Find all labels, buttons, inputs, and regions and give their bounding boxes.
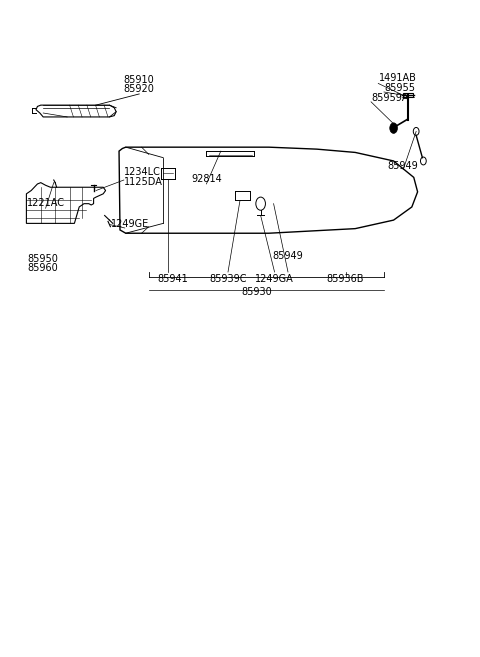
- Text: 1249GA: 1249GA: [255, 274, 294, 284]
- Text: 85930: 85930: [241, 287, 272, 297]
- Bar: [403, 93, 413, 97]
- Text: 85941: 85941: [157, 274, 188, 284]
- Text: 85959A: 85959A: [371, 93, 408, 103]
- Text: 85910: 85910: [124, 76, 155, 85]
- Text: 1221AC: 1221AC: [26, 198, 65, 208]
- Text: 1234LC: 1234LC: [124, 168, 161, 177]
- Text: 85960: 85960: [28, 263, 59, 273]
- Text: 1125DA: 1125DA: [124, 177, 163, 187]
- Text: 85949: 85949: [388, 161, 419, 171]
- Text: 85950: 85950: [28, 254, 59, 264]
- Text: 1491AB: 1491AB: [379, 74, 417, 83]
- Text: 92814: 92814: [191, 174, 222, 184]
- Circle shape: [390, 123, 397, 133]
- Text: 85920: 85920: [124, 84, 155, 94]
- Text: 85955: 85955: [384, 83, 415, 93]
- Text: 1249GE: 1249GE: [110, 219, 149, 229]
- Text: 85949: 85949: [273, 252, 303, 261]
- Text: 85936B: 85936B: [327, 274, 364, 284]
- Text: 85939C: 85939C: [209, 274, 247, 284]
